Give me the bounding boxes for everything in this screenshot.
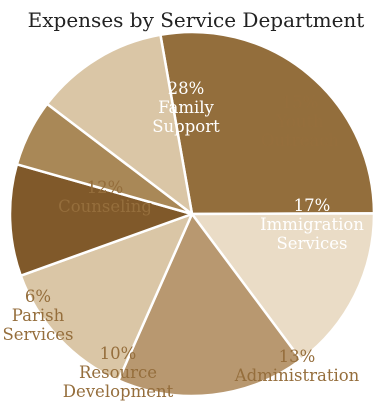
slice-label-immigration-services: 17% Immigration Services: [260, 196, 364, 253]
chart-title: Expenses by Service Department: [28, 8, 365, 32]
slice-immigration-services: [117, 212, 303, 398]
pie-labels: 28% Family Support 15% Youth Outreach 17% Immig…: [2, 79, 364, 401]
slice-label-youth-outreach: 15% Youth Outreach: [261, 93, 340, 150]
slice-family-support: [159, 30, 376, 216]
slice-youth-outreach: [190, 212, 376, 362]
slice-label-resource-development: 10% Resource Development: [63, 344, 174, 401]
slice-label-counseling: 12% Counseling: [58, 178, 152, 216]
slice-administration: [19, 212, 194, 382]
slice-label-parish-services: 6% Parish Services: [2, 287, 73, 344]
slice-counseling: [45, 33, 194, 216]
slice-label-administration: 13% Administration: [234, 347, 360, 385]
slice-resource-development: [8, 163, 194, 277]
pie-slices: [8, 30, 376, 398]
slice-label-family-support: 28% Family Support: [152, 79, 220, 136]
